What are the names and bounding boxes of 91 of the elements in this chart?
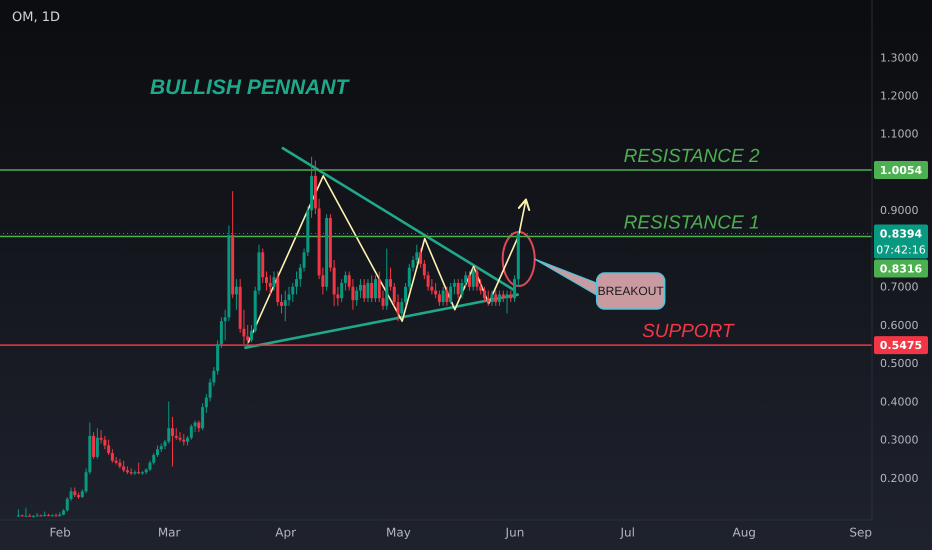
ref-line-label: 0.8316 [880,262,923,276]
candlestick [452,278,456,295]
x-tick-label: Apr [275,526,296,540]
y-tick-label: 1.1000 [880,128,918,141]
candlestick [362,278,366,303]
candlestick [456,278,460,299]
candlestick [415,244,418,264]
candlestick [24,507,28,518]
candlestick [382,290,384,310]
candlestick [506,290,509,314]
candlestick [118,458,122,469]
candlestick [167,400,170,444]
candlestick [445,286,448,306]
candlestick [355,286,358,306]
candlestick [174,428,178,440]
candlestick [389,267,392,292]
y-tick-label: 0.3000 [880,434,918,447]
candlestick [475,267,478,292]
candlestick [340,278,344,303]
y-tick-label: 0.9000 [880,204,918,218]
candlestick [264,270,268,292]
candlestick [272,270,276,292]
text: OM, 1D [12,10,60,25]
candlestick [358,278,362,299]
candlestick [486,290,490,306]
y-tick-label: 1.3000 [880,51,918,64]
candlestick [430,278,434,295]
candlestick [190,424,193,440]
candlestick [92,432,96,460]
candlestick [498,290,502,306]
candlestick [268,274,272,295]
candlestick [378,270,381,303]
candlestick [490,290,494,306]
candlestick [110,448,114,464]
candlestick [449,282,452,304]
x-tick-label: Jun [504,526,524,540]
annotation: BREAKOUT [598,284,664,298]
annotation: RESISTANCE 2 [624,146,760,167]
candlestick [468,270,471,292]
candlestick [513,274,516,303]
candlestick [96,428,99,460]
candlestick [201,402,204,431]
candlestick [84,468,88,494]
candlestick [107,439,110,456]
candlestick [156,444,159,458]
candlestick [472,267,475,292]
x-tick-label: Aug [732,526,756,540]
y-tick-label: 1.2000 [880,89,918,102]
candlestick [344,270,347,292]
candlestick [442,286,445,306]
candlestick [348,270,351,292]
candlestick [494,290,498,306]
ref-line-label: 0.8394 [880,227,923,240]
y-tick-label: 0.4000 [880,395,918,408]
y-tick-label: 0.6000 [880,318,918,332]
candlestick [197,420,200,433]
candlestick [73,487,76,498]
candlestick [482,286,486,303]
candlestick [321,267,324,295]
x-tick-label: Sep [849,526,872,540]
x-tick-label: Mar [158,526,181,540]
candlestick [351,278,354,310]
candlestick [374,274,377,303]
candlestick [370,274,374,303]
y-tick-label: 0.5000 [880,357,918,370]
ref-line-label: 1.0054 [880,164,923,177]
x-tick-label: Jul [619,526,635,540]
annotation: SUPPORT [642,321,735,342]
candlestick [284,290,287,322]
x-tick-label: May [386,526,411,540]
candlestick [122,460,126,473]
y-tick-label: 0.2000 [880,472,918,485]
candlestick [438,290,441,306]
candlestick [171,416,174,467]
candlestick [366,278,370,303]
candlestick [164,439,166,450]
candlestick [509,290,512,303]
candlestick [502,290,505,303]
annotation: BULLISH PENNANT [150,76,348,100]
annotation: RESISTANCE 1 [624,212,760,234]
candlestick [419,248,422,268]
candlestick [137,462,140,475]
candlestick [336,286,340,306]
text: 07:42:16 [876,243,926,256]
ref-line-label: 0.5475 [880,339,922,352]
candlestick [234,278,238,310]
y-tick-label: 0.7000 [880,280,918,294]
candlestick [182,433,186,446]
x-tick-label: Feb [50,526,71,540]
candlestick [434,282,438,299]
candlestick [186,435,190,446]
